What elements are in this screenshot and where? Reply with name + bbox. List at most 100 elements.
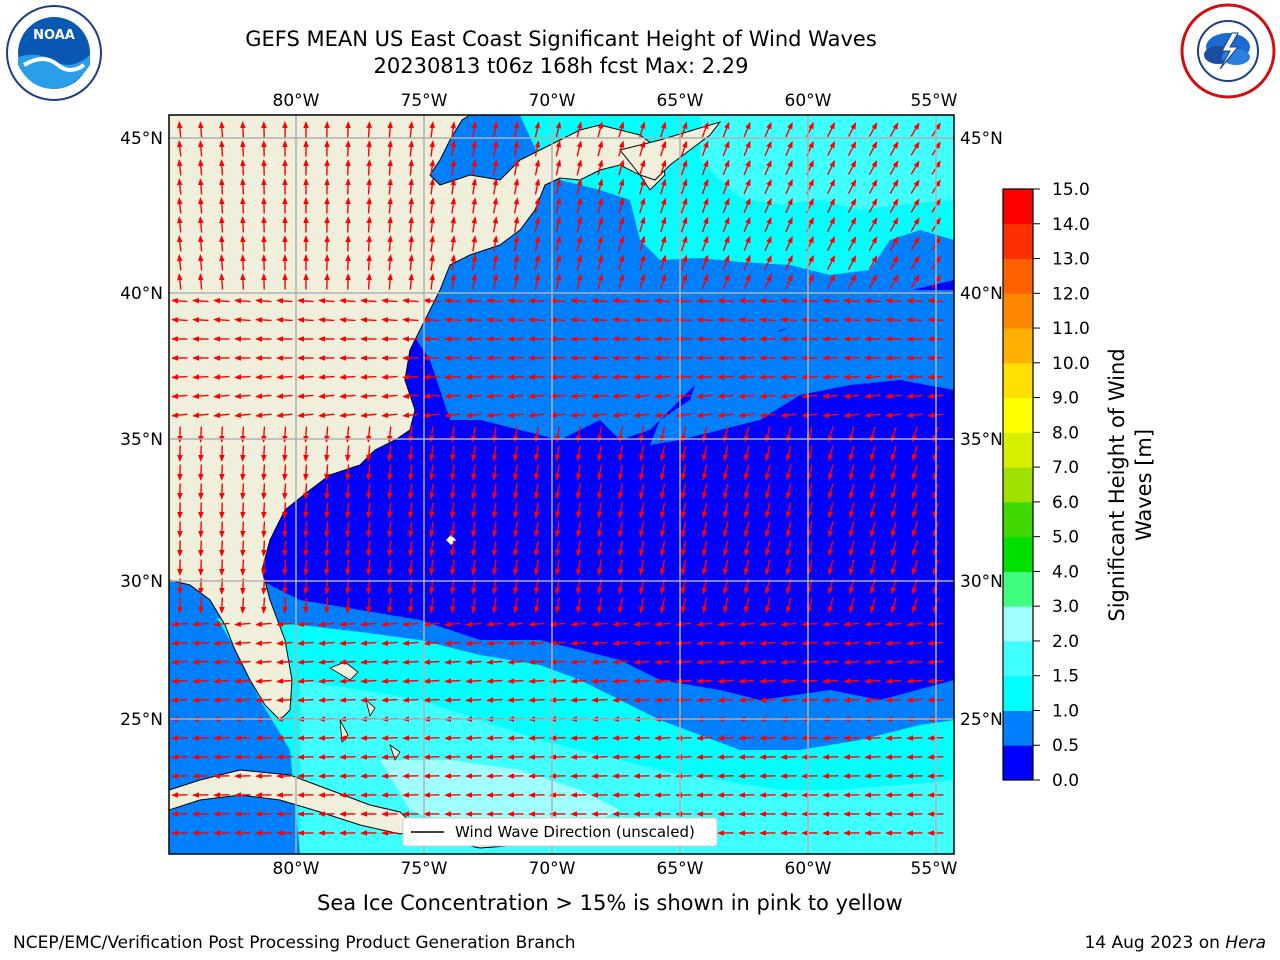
wind-wave-arrow	[612, 374, 629, 380]
wind-wave-arrow	[177, 273, 183, 290]
wind-wave-arrow	[717, 754, 734, 760]
wind-wave-arrow	[198, 235, 204, 252]
wind-wave-arrow	[639, 235, 646, 252]
wind-wave-arrow	[449, 445, 456, 462]
wind-wave-arrow	[428, 521, 435, 538]
wind-wave-arrow	[387, 597, 393, 614]
wind-wave-arrow	[255, 735, 272, 741]
wind-wave-arrow	[618, 235, 625, 252]
wind-wave-arrow	[654, 735, 671, 741]
colorbar-tick-label: 9.0	[1052, 389, 1079, 409]
wind-wave-arrow	[675, 659, 692, 665]
wind-wave-arrow	[864, 317, 881, 323]
wind-wave-arrow	[638, 483, 645, 500]
wind-wave-arrow	[785, 597, 792, 614]
wind-wave-arrow	[381, 697, 398, 703]
wind-wave-arrow	[826, 122, 836, 138]
wind-wave-arrow	[360, 412, 377, 418]
wind-wave-arrow	[722, 273, 730, 290]
wind-wave-arrow	[449, 464, 456, 481]
wind-wave-arrow	[680, 559, 687, 576]
wind-wave-arrow	[743, 254, 751, 271]
wind-wave-arrow	[843, 754, 860, 760]
wind-wave-arrow	[486, 659, 503, 665]
wind-wave-arrow	[428, 597, 435, 614]
wind-wave-arrow	[303, 521, 309, 538]
wind-wave-arrow	[512, 521, 519, 538]
wind-wave-arrow	[780, 374, 797, 380]
wind-wave-arrow	[780, 735, 797, 741]
wind-wave-arrow	[722, 464, 729, 481]
footer-date: 14 Aug 2023 on	[1084, 933, 1226, 953]
lon-label: 80°W	[273, 859, 320, 879]
wind-wave-arrow	[491, 445, 498, 462]
wind-wave-arrow	[240, 597, 246, 614]
wind-wave-arrow	[360, 678, 377, 684]
wind-wave-arrow	[847, 141, 857, 156]
wind-wave-arrow	[387, 559, 393, 576]
colorbar-segment	[1003, 536, 1033, 572]
map-frame	[168, 114, 955, 855]
wind-wave-arrow	[213, 754, 230, 760]
wind-wave-arrow	[759, 735, 776, 741]
wind-wave-arrow	[780, 678, 797, 684]
wind-wave-arrow	[465, 754, 482, 760]
wind-wave-arrow	[654, 317, 671, 323]
wind-wave-arrow	[444, 735, 461, 741]
wind-wave-arrow	[219, 121, 225, 138]
wind-wave-arrow	[743, 559, 750, 576]
wind-wave-arrow	[801, 621, 818, 627]
wind-wave-arrow	[360, 697, 377, 703]
wind-wave-arrow	[680, 483, 687, 500]
wind-wave-arrow	[843, 697, 860, 703]
wind-wave-arrow	[528, 735, 545, 741]
wind-wave-arrow	[240, 197, 246, 214]
wind-wave-arrow	[654, 754, 671, 760]
wind-wave-arrow	[234, 735, 251, 741]
wind-wave-arrow	[507, 754, 524, 760]
wind-wave-arrow	[555, 121, 562, 138]
wind-wave-arrow	[192, 393, 209, 399]
wind-wave-arrow	[570, 678, 587, 684]
wind-wave-arrow	[533, 445, 540, 462]
wind-wave-arrow	[491, 483, 498, 500]
wind-wave-arrow	[198, 445, 204, 462]
wind-wave-arrow	[701, 540, 708, 557]
wind-wave-arrow	[177, 197, 183, 214]
wind-wave-arrow	[843, 735, 860, 741]
wind-wave-arrow	[660, 254, 667, 271]
wind-wave-arrow	[906, 317, 923, 323]
wind-wave-arrow	[680, 273, 688, 290]
wind-wave-arrow	[633, 640, 650, 646]
footer-host: Hera	[1225, 933, 1266, 953]
lon-label: 65°W	[657, 91, 704, 111]
wind-wave-arrow	[345, 159, 351, 176]
wind-wave-arrow	[465, 298, 482, 304]
wind-wave-arrow	[826, 274, 836, 290]
wind-wave-arrow	[444, 697, 461, 703]
wind-wave-arrow	[890, 445, 897, 462]
wind-wave-arrow	[680, 197, 688, 214]
wind-wave-arrow	[381, 735, 398, 741]
wind-wave-arrow	[366, 483, 372, 500]
wind-wave-arrow	[911, 540, 918, 557]
wind-wave-arrow	[465, 659, 482, 665]
wind-wave-arrow	[177, 140, 183, 157]
nws-logo	[1180, 3, 1276, 99]
wind-wave-arrow	[701, 235, 709, 252]
wind-wave-arrow	[213, 735, 230, 741]
wind-wave-arrow	[512, 559, 519, 576]
wind-wave-arrow	[318, 735, 335, 741]
wind-wave-arrow	[234, 412, 251, 418]
wind-wave-arrow	[297, 659, 314, 665]
wind-wave-arrow	[240, 521, 246, 538]
wind-wave-arrow	[570, 374, 587, 380]
wind-wave-arrow	[722, 521, 729, 538]
wind-wave-arrow	[297, 697, 314, 703]
wind-wave-arrow	[843, 393, 860, 399]
wind-wave-arrow	[576, 140, 583, 157]
wind-wave-arrow	[570, 754, 587, 760]
wind-wave-arrow	[680, 502, 687, 519]
wind-wave-arrow	[470, 559, 477, 576]
wind-wave-arrow	[659, 559, 666, 576]
